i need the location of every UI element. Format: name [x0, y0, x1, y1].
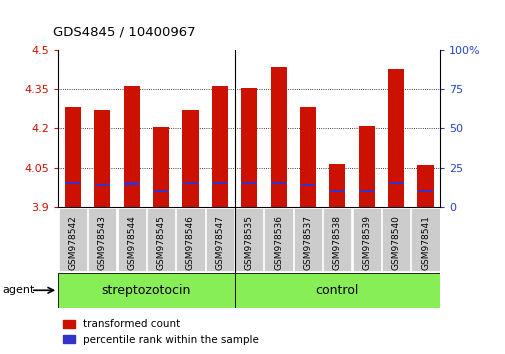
Bar: [271, 182, 285, 184]
Text: GDS4845 / 10400967: GDS4845 / 10400967: [53, 26, 195, 39]
Bar: [329, 164, 345, 207]
Bar: [211, 86, 227, 207]
Bar: [94, 110, 110, 207]
Text: GSM978547: GSM978547: [215, 215, 224, 270]
Bar: [234, 273, 439, 308]
Bar: [94, 184, 110, 186]
Bar: [270, 67, 286, 207]
FancyBboxPatch shape: [352, 209, 380, 271]
Text: GSM978544: GSM978544: [127, 215, 136, 270]
FancyBboxPatch shape: [59, 209, 87, 271]
Text: GSM978537: GSM978537: [303, 215, 312, 270]
Text: GSM978536: GSM978536: [274, 215, 282, 270]
FancyBboxPatch shape: [235, 209, 263, 271]
FancyBboxPatch shape: [293, 209, 322, 271]
Text: GSM978543: GSM978543: [97, 215, 107, 270]
Text: GSM978542: GSM978542: [68, 215, 77, 270]
Bar: [417, 165, 433, 207]
FancyBboxPatch shape: [117, 209, 145, 271]
Text: GSM978538: GSM978538: [332, 215, 341, 270]
Text: GSM978539: GSM978539: [362, 215, 371, 270]
Bar: [65, 107, 81, 207]
Bar: [388, 182, 403, 184]
Bar: [153, 127, 169, 207]
FancyBboxPatch shape: [176, 209, 204, 271]
Text: GSM978540: GSM978540: [391, 215, 400, 270]
Bar: [154, 190, 168, 192]
Bar: [212, 182, 227, 184]
Bar: [359, 190, 374, 192]
Bar: [358, 126, 374, 207]
Text: GSM978541: GSM978541: [420, 215, 429, 270]
Bar: [123, 86, 139, 207]
Text: agent: agent: [3, 285, 35, 295]
Legend: transformed count, percentile rank within the sample: transformed count, percentile rank withi…: [58, 315, 263, 349]
FancyBboxPatch shape: [206, 209, 233, 271]
Bar: [241, 88, 257, 207]
Bar: [299, 107, 316, 207]
Bar: [58, 273, 234, 308]
Text: control: control: [315, 284, 359, 297]
Text: GSM978546: GSM978546: [185, 215, 194, 270]
Bar: [124, 182, 139, 184]
FancyBboxPatch shape: [381, 209, 410, 271]
Bar: [417, 190, 432, 192]
Bar: [65, 182, 80, 184]
Bar: [300, 184, 315, 186]
FancyBboxPatch shape: [411, 209, 439, 271]
Bar: [241, 182, 256, 184]
Text: streptozotocin: streptozotocin: [102, 284, 191, 297]
FancyBboxPatch shape: [88, 209, 116, 271]
Text: GSM978545: GSM978545: [156, 215, 165, 270]
Bar: [182, 110, 198, 207]
Bar: [183, 182, 197, 184]
Text: GSM978535: GSM978535: [244, 215, 253, 270]
Bar: [387, 69, 403, 207]
FancyBboxPatch shape: [146, 209, 175, 271]
Bar: [329, 190, 344, 192]
FancyBboxPatch shape: [323, 209, 351, 271]
FancyBboxPatch shape: [264, 209, 292, 271]
